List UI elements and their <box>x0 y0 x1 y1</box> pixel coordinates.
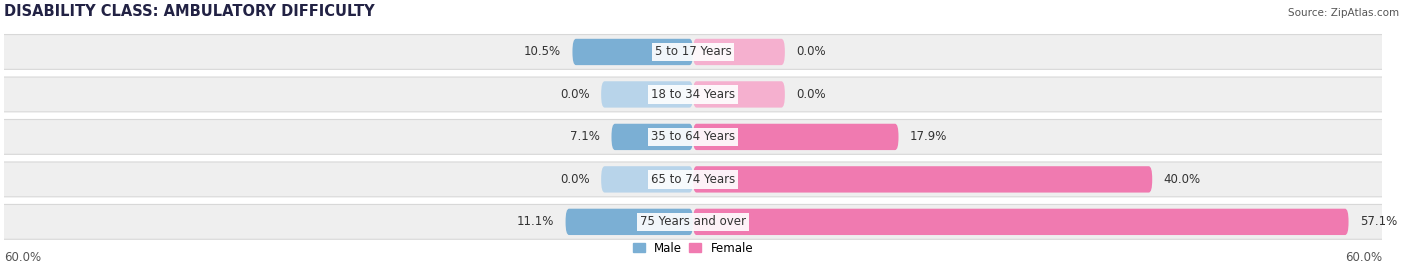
Text: 17.9%: 17.9% <box>910 131 948 143</box>
Text: 75 Years and over: 75 Years and over <box>640 215 747 228</box>
FancyBboxPatch shape <box>0 35 1388 69</box>
Text: 60.0%: 60.0% <box>4 251 41 264</box>
Text: Source: ZipAtlas.com: Source: ZipAtlas.com <box>1288 8 1399 18</box>
FancyBboxPatch shape <box>612 124 693 150</box>
FancyBboxPatch shape <box>0 204 1388 239</box>
FancyBboxPatch shape <box>693 39 785 65</box>
Text: 0.0%: 0.0% <box>796 46 825 58</box>
Text: 65 to 74 Years: 65 to 74 Years <box>651 173 735 186</box>
FancyBboxPatch shape <box>565 209 693 235</box>
FancyBboxPatch shape <box>693 124 898 150</box>
FancyBboxPatch shape <box>0 162 1388 197</box>
Text: 0.0%: 0.0% <box>560 173 589 186</box>
Text: 57.1%: 57.1% <box>1360 215 1398 228</box>
Text: 10.5%: 10.5% <box>524 46 561 58</box>
Text: 35 to 64 Years: 35 to 64 Years <box>651 131 735 143</box>
FancyBboxPatch shape <box>693 166 1153 192</box>
Text: 60.0%: 60.0% <box>1344 251 1382 264</box>
Text: 0.0%: 0.0% <box>796 88 825 101</box>
FancyBboxPatch shape <box>693 209 1348 235</box>
Text: DISABILITY CLASS: AMBULATORY DIFFICULTY: DISABILITY CLASS: AMBULATORY DIFFICULTY <box>4 4 375 19</box>
Legend: Male, Female: Male, Female <box>633 242 754 255</box>
FancyBboxPatch shape <box>572 39 693 65</box>
FancyBboxPatch shape <box>602 166 693 192</box>
Text: 18 to 34 Years: 18 to 34 Years <box>651 88 735 101</box>
FancyBboxPatch shape <box>693 81 785 107</box>
Text: 5 to 17 Years: 5 to 17 Years <box>655 46 731 58</box>
Text: 0.0%: 0.0% <box>560 88 589 101</box>
Text: 7.1%: 7.1% <box>571 131 600 143</box>
FancyBboxPatch shape <box>0 120 1388 154</box>
Text: 40.0%: 40.0% <box>1164 173 1201 186</box>
FancyBboxPatch shape <box>602 81 693 107</box>
Text: 11.1%: 11.1% <box>517 215 554 228</box>
FancyBboxPatch shape <box>0 77 1388 112</box>
